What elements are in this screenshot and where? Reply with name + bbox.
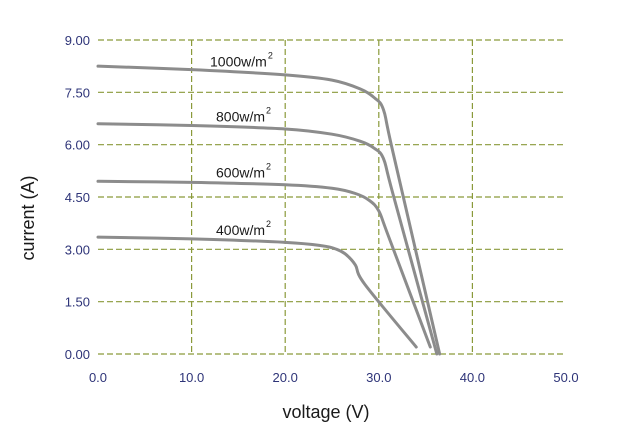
x-tick-label: 40.0 xyxy=(460,370,485,385)
x-tick-labels: 0.0 10.0 20.0 30.0 40.0 50.0 xyxy=(89,370,579,385)
y-tick-label: 3.00 xyxy=(65,242,90,257)
series-line-2 xyxy=(96,122,439,356)
y-tick-label: 6.00 xyxy=(65,138,90,153)
x-tick-label: 10.0 xyxy=(179,370,204,385)
series-label-superscript: 2 xyxy=(266,219,271,229)
y-tick-labels: 0.00 1.50 3.00 4.50 6.00 7.50 9.00 xyxy=(65,33,90,362)
y-tick-label: 9.00 xyxy=(65,33,90,48)
y-tick-label: 1.50 xyxy=(65,295,90,310)
y-tick-label: 4.50 xyxy=(65,190,90,205)
y-axis-title: current (A) xyxy=(18,175,38,260)
series-label-4: 400w/m xyxy=(216,222,265,238)
series-label-3: 600w/m xyxy=(216,165,265,181)
x-tick-label: 0.0 xyxy=(89,370,107,385)
series-line-4 xyxy=(96,235,418,349)
series-label-superscript: 2 xyxy=(266,162,271,172)
x-tick-label: 50.0 xyxy=(553,370,578,385)
series-line-1 xyxy=(96,64,442,356)
y-tick-label: 7.50 xyxy=(65,85,90,100)
series-label-superscript: 2 xyxy=(266,105,271,115)
y-tick-label: 0.00 xyxy=(65,347,90,362)
series-label-superscript: 2 xyxy=(268,51,273,61)
series-line-3 xyxy=(96,179,432,349)
x-tick-label: 20.0 xyxy=(273,370,298,385)
series-label-1: 1000w/m xyxy=(210,54,267,70)
series-lines xyxy=(96,64,442,356)
x-tick-label: 30.0 xyxy=(366,370,391,385)
x-axis-title: voltage (V) xyxy=(282,402,369,422)
series-label-2: 800w/m xyxy=(216,108,265,124)
grid xyxy=(98,39,566,355)
